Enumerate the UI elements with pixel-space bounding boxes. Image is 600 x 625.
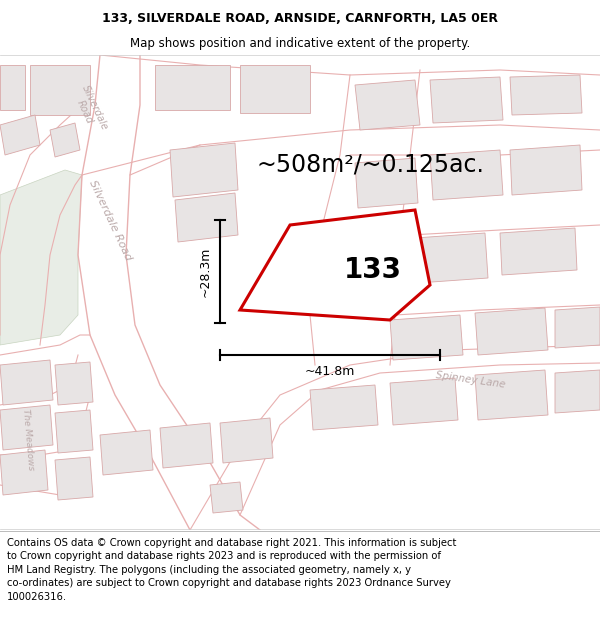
Polygon shape — [430, 150, 503, 200]
Polygon shape — [555, 307, 600, 348]
Polygon shape — [160, 423, 213, 468]
Text: The Meadows: The Meadows — [21, 409, 35, 471]
Polygon shape — [510, 145, 582, 195]
Text: ~41.8m: ~41.8m — [305, 365, 355, 378]
Polygon shape — [0, 65, 25, 110]
Polygon shape — [340, 238, 403, 288]
Polygon shape — [415, 233, 488, 283]
Polygon shape — [100, 430, 153, 475]
Polygon shape — [175, 193, 238, 242]
Polygon shape — [390, 315, 463, 360]
Polygon shape — [220, 418, 273, 463]
Polygon shape — [0, 450, 48, 495]
Text: Map shows position and indicative extent of the property.: Map shows position and indicative extent… — [130, 38, 470, 51]
Polygon shape — [310, 385, 378, 430]
Polygon shape — [0, 405, 53, 450]
Polygon shape — [155, 65, 230, 110]
Polygon shape — [210, 482, 243, 513]
Text: 133: 133 — [344, 256, 402, 284]
Text: Contains OS data © Crown copyright and database right 2021. This information is : Contains OS data © Crown copyright and d… — [7, 538, 457, 602]
Polygon shape — [355, 158, 418, 208]
Polygon shape — [0, 115, 40, 155]
Polygon shape — [390, 378, 458, 425]
Polygon shape — [55, 410, 93, 453]
Polygon shape — [170, 143, 238, 197]
Polygon shape — [475, 370, 548, 420]
Polygon shape — [510, 75, 582, 115]
Polygon shape — [240, 210, 430, 320]
Text: Spinney Lane: Spinney Lane — [434, 370, 505, 390]
Text: Silverdale Road: Silverdale Road — [87, 178, 133, 262]
Polygon shape — [50, 123, 80, 157]
Text: Silverdale
Road: Silverdale Road — [70, 84, 110, 136]
Text: ~28.3m: ~28.3m — [199, 246, 212, 297]
Polygon shape — [240, 65, 310, 113]
Polygon shape — [30, 65, 90, 115]
Text: 133, SILVERDALE ROAD, ARNSIDE, CARNFORTH, LA5 0ER: 133, SILVERDALE ROAD, ARNSIDE, CARNFORTH… — [102, 12, 498, 25]
Polygon shape — [0, 360, 53, 405]
Polygon shape — [555, 370, 600, 413]
Polygon shape — [475, 308, 548, 355]
Polygon shape — [355, 80, 420, 130]
Polygon shape — [55, 457, 93, 500]
Polygon shape — [0, 170, 82, 345]
Polygon shape — [500, 228, 577, 275]
Polygon shape — [55, 362, 93, 405]
Polygon shape — [430, 77, 503, 123]
Text: ~508m²/~0.125ac.: ~508m²/~0.125ac. — [256, 153, 484, 177]
